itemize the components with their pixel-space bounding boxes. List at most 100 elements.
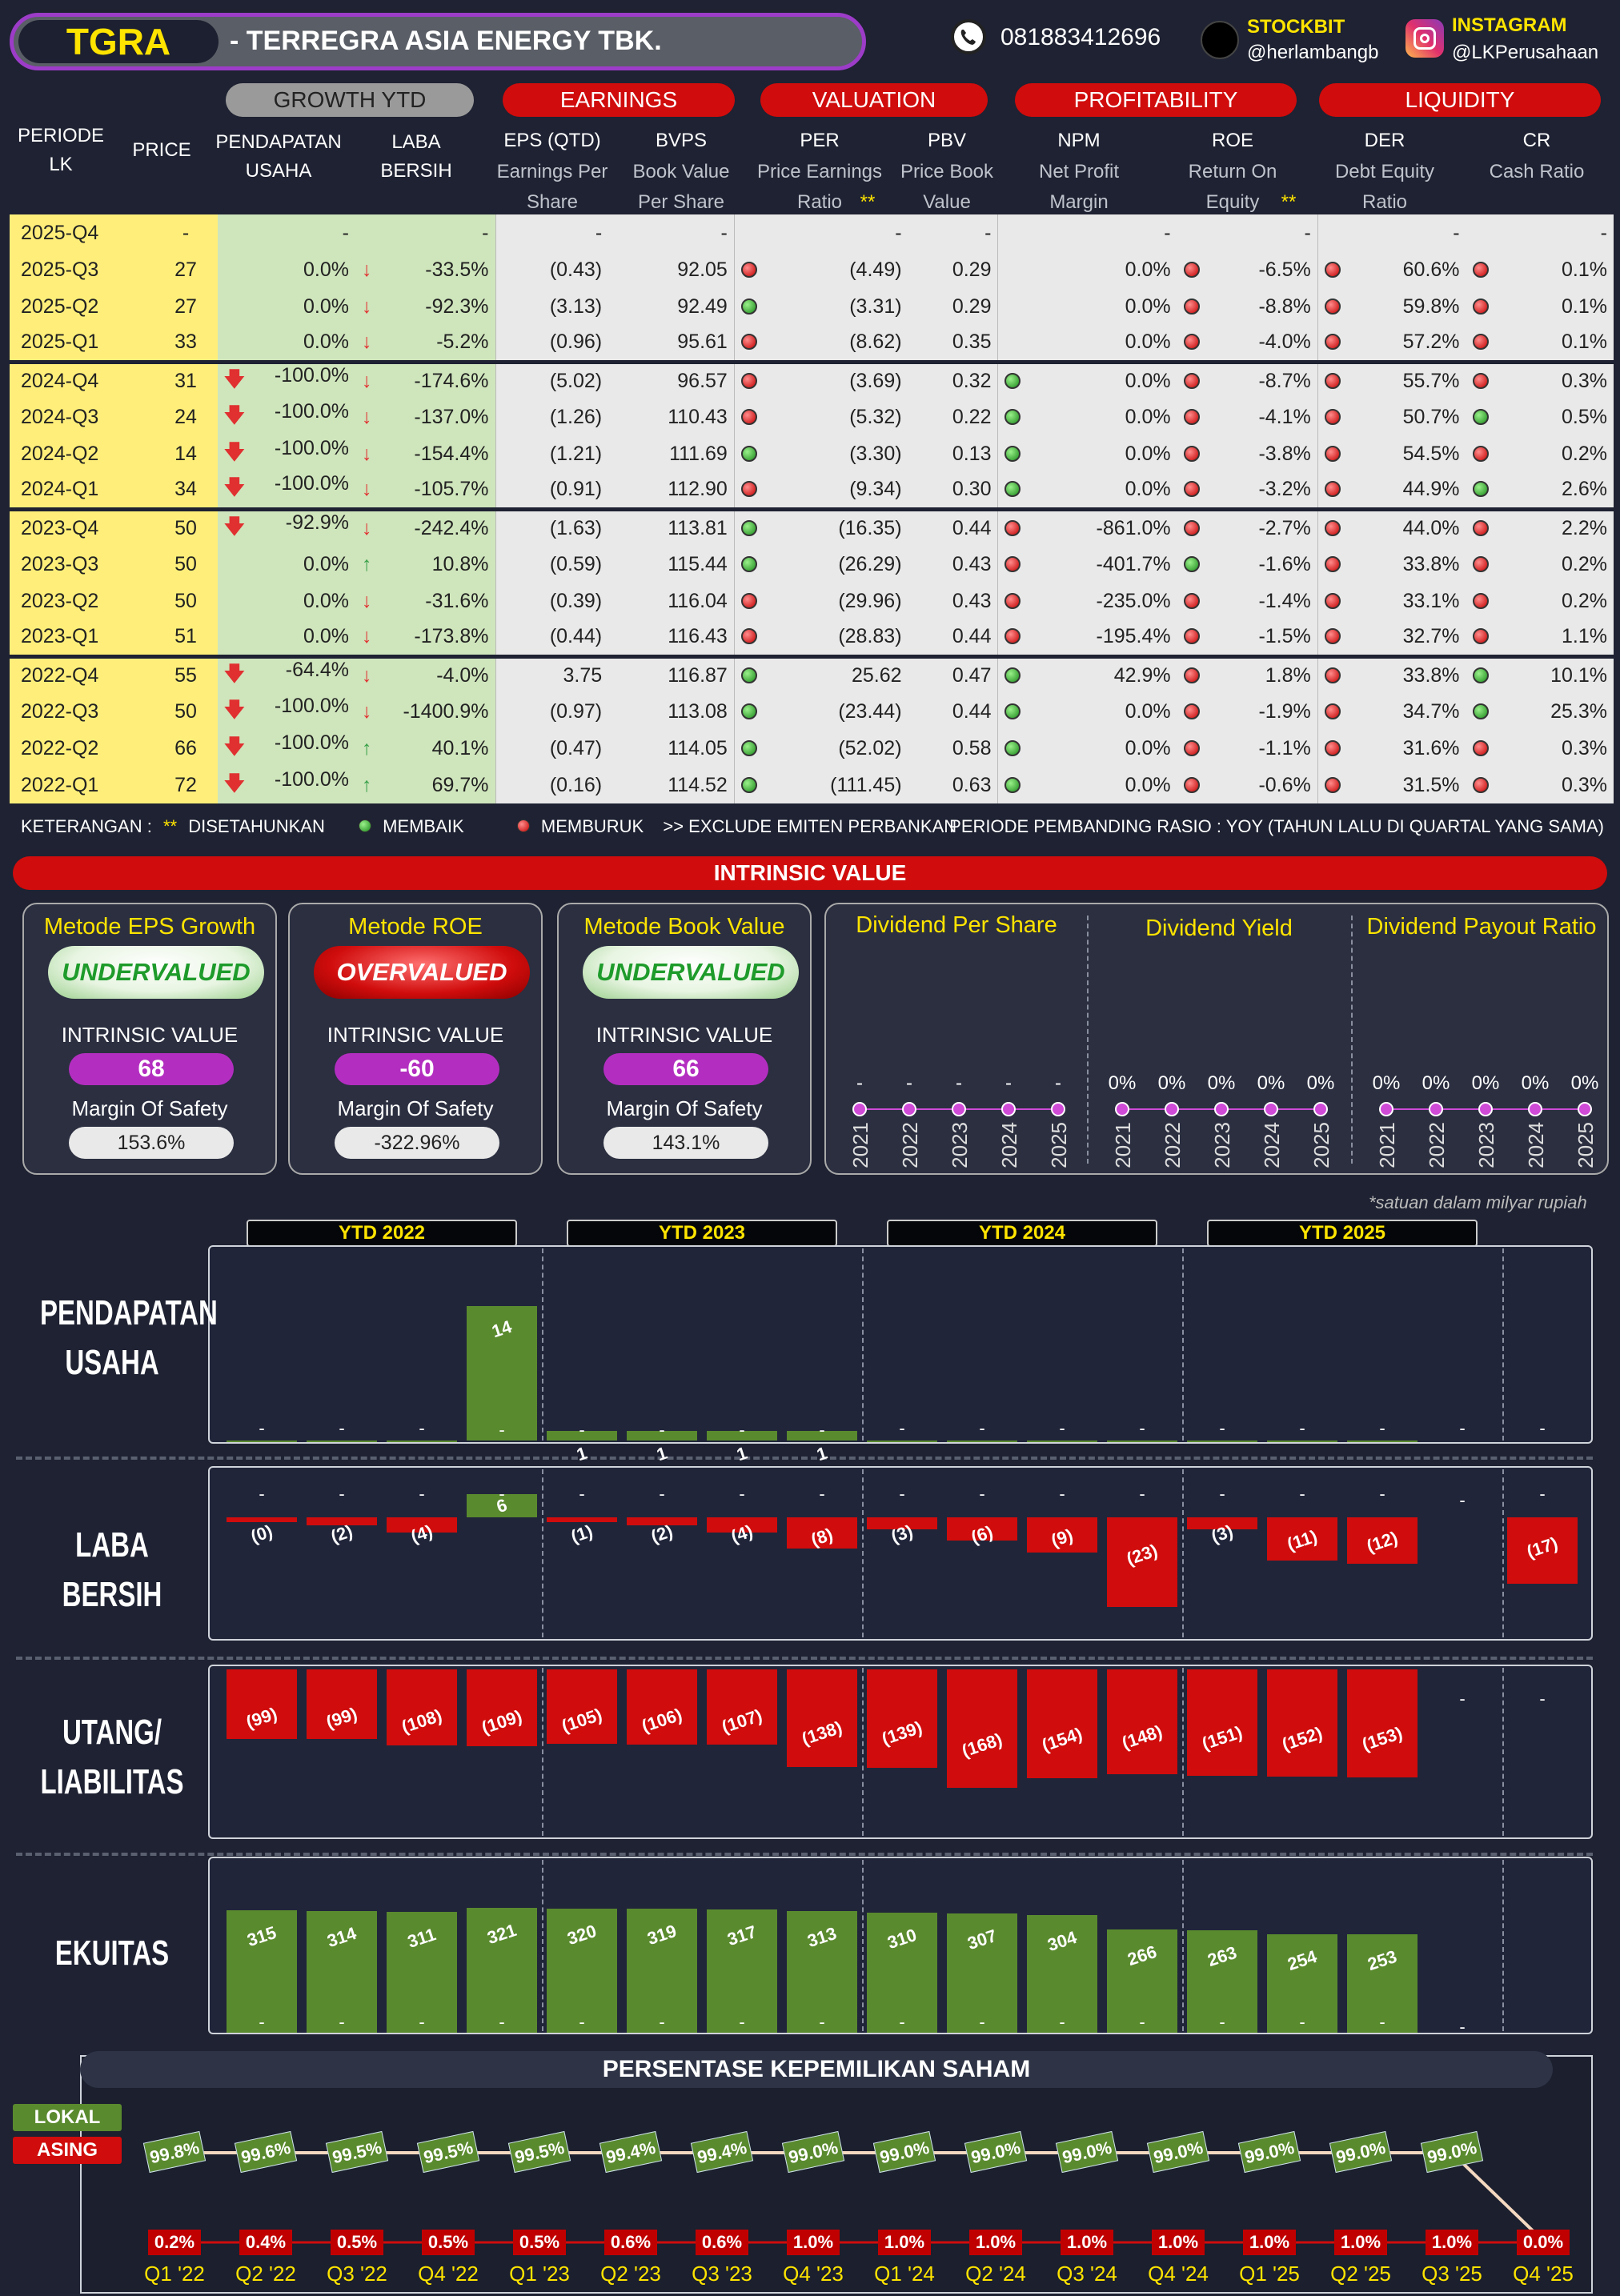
cell-pendapatan-value: -92.9%	[285, 511, 349, 534]
cell-pendapatan: -	[218, 214, 355, 251]
dividend-year: 2023	[1210, 1122, 1234, 1168]
legend-exclude: >> EXCLUDE EMITEN PERBANKAN	[663, 816, 957, 836]
cell-cr-value: 0.2%	[1562, 552, 1607, 575]
red-indicator-icon	[1004, 555, 1021, 572]
dividend-panel: Dividend Per Share Dividend Yield Divide…	[824, 903, 1609, 1175]
quarter-label: Q3 '23	[692, 2262, 752, 2286]
cell-periode: 2025-Q3	[10, 251, 154, 288]
cell-npm: 0.0%	[997, 325, 1177, 362]
cell-laba-value: 10.8%	[431, 552, 489, 575]
cell-price: 50	[154, 546, 218, 583]
cell-periode-value: 2024-Q1	[21, 478, 99, 501]
chart-bar	[1107, 1441, 1177, 1442]
cell-npm-value: 0.0%	[1125, 736, 1171, 759]
cell-pendapatan: 0.0%	[218, 251, 355, 288]
green-indicator-icon	[740, 519, 757, 536]
cell-roe-value: -1.1%	[1258, 736, 1311, 759]
company-name: - TERREGRA ASIA ENERGY TBK.	[230, 26, 662, 56]
cell-roe: -3.8%	[1177, 435, 1318, 472]
cell-price-value: 34	[174, 478, 197, 501]
cell-der: 33.1%	[1317, 583, 1466, 619]
chart-row-label: PENDAPATAN USAHA	[40, 1293, 218, 1382]
mos-label: Margin Of Safety	[337, 1096, 494, 1120]
group-divider	[1182, 1469, 1184, 1637]
ownership-title: PERSENTASE KEPEMILIKAN SAHAM	[80, 2051, 1553, 2088]
bar-empty-label: -	[419, 1418, 425, 1438]
chart-bar	[1187, 1930, 1257, 2033]
cell-cr: 0.5%	[1466, 399, 1614, 435]
arrow-up-icon: ↑	[362, 736, 372, 759]
cell-eps-value: (0.59)	[549, 552, 603, 575]
cell-npm: 0.0%	[997, 359, 1177, 399]
cell-bvps-value: 92.05	[677, 258, 728, 281]
cell-per-value: (26.29)	[838, 552, 902, 575]
chart-bar	[707, 1669, 777, 1745]
cell-periode-value: 2024-Q4	[21, 369, 99, 392]
dividend-value: 0%	[1157, 1072, 1186, 1094]
cell-pendapatan: 🡇 -100.0%	[218, 399, 355, 435]
cell-pendapatan-value: -100.0%	[274, 399, 349, 423]
table-row: 2022-Q1 72 🡇 -100.0% ↑ 69.7% (0.16) 114.52 (111.…	[10, 767, 1614, 803]
legend-ket: KETERANGAN :	[21, 816, 152, 836]
quarter-label: Q3 '22	[327, 2262, 387, 2286]
mos-label: Margin Of Safety	[71, 1096, 228, 1120]
chart-bar	[787, 1669, 857, 1767]
cell-roe-value: -3.2%	[1258, 478, 1311, 501]
cell-price: 50	[154, 583, 218, 619]
cell-roe-value: -4.0%	[1258, 331, 1311, 354]
cell-roe: -1.9%	[1177, 693, 1318, 730]
cell-laba: ↓ -137.0%	[355, 399, 495, 435]
chart-bar	[547, 1669, 617, 1744]
bar-empty-label: -	[1459, 1490, 1466, 1510]
dividend-point	[1578, 1102, 1592, 1116]
legend-green-dot	[359, 819, 372, 832]
asing-value: 0.5%	[331, 2230, 383, 2255]
cell-bvps: -	[608, 214, 735, 251]
cell-eps-value: (1.21)	[549, 442, 603, 465]
cell-price-value: 50	[174, 516, 197, 539]
chart-bar	[387, 1441, 457, 1442]
cell-roe-value: -8.7%	[1258, 369, 1311, 392]
cell-cr-value: 0.1%	[1562, 295, 1607, 318]
green-indicator-icon	[1004, 445, 1021, 462]
chart-bar	[707, 1517, 777, 1533]
cell-pbv: -	[908, 214, 998, 251]
cell-bvps: 116.43	[608, 619, 735, 656]
chart-bar	[467, 1306, 537, 1441]
cell-bvps-value: -	[720, 221, 728, 244]
asing-value: 0.5%	[513, 2230, 566, 2255]
asing-value: 0.6%	[604, 2230, 657, 2255]
red-indicator-icon	[1183, 628, 1200, 645]
cell-price-value: 51	[174, 625, 197, 648]
cell-price-value: 66	[174, 736, 197, 759]
instagram-label: INSTAGRAM	[1452, 14, 1567, 36]
cell-npm-value: 0.0%	[1125, 369, 1171, 392]
cell-periode-value: 2025-Q1	[21, 331, 99, 354]
chart-separator	[16, 1657, 1593, 1660]
cell-per-value: 25.62	[851, 663, 902, 687]
cell-laba: ↑ 40.1%	[355, 730, 495, 767]
cell-per: -	[733, 214, 908, 251]
cell-der-value: 60.6%	[1402, 258, 1460, 281]
cell-periode-value: 2025-Q4	[21, 221, 99, 244]
cell-der-value: 33.8%	[1402, 552, 1460, 575]
bar-baseline-mark: -	[499, 1420, 505, 1440]
arrow-down-icon: 🡇	[224, 440, 245, 463]
cell-periode: 2023-Q1	[10, 619, 154, 656]
green-indicator-icon	[1472, 667, 1489, 683]
col-eps: EPS (QTD)	[503, 130, 601, 151]
cell-per: (111.45)	[733, 767, 908, 803]
cell-eps-value: (0.16)	[549, 773, 603, 796]
arrow-down-icon: 🡇	[224, 476, 245, 499]
financial-table: 2025-Q4 - - - - - - - - - - - 2025-Q3 27 0.0% ↓ -33.5% (0…	[10, 214, 1614, 803]
cell-pbv-value: 0.44	[952, 699, 992, 723]
iv-label: INTRINSIC VALUE	[61, 1023, 239, 1047]
cell-laba: ↓ -173.8%	[355, 619, 495, 656]
cell-price: 31	[154, 359, 218, 399]
cell-pendapatan-value: -100.0%	[274, 767, 349, 791]
cell-per-value: -	[895, 221, 902, 244]
arrow-down-icon: ↓	[362, 331, 372, 354]
cell-laba-value: -1400.9%	[403, 699, 489, 723]
dividend-year: 2021	[1111, 1122, 1135, 1168]
cell-roe: -8.8%	[1177, 288, 1318, 325]
